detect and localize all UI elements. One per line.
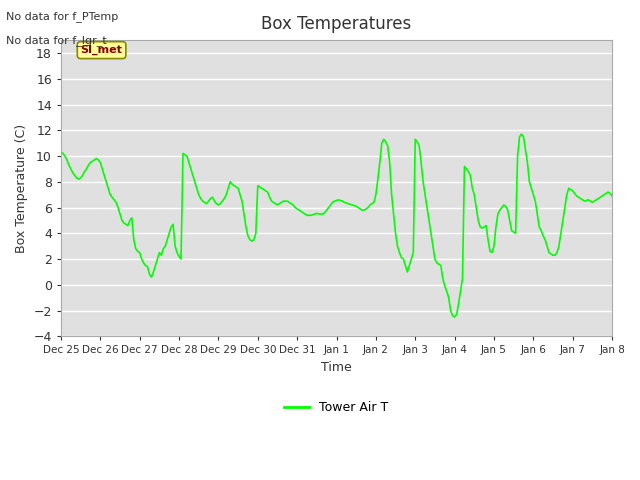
Text: No data for f_PTemp: No data for f_PTemp — [6, 11, 118, 22]
Title: Box Temperatures: Box Temperatures — [261, 15, 412, 33]
Text: No data for f_lgr_t: No data for f_lgr_t — [6, 35, 107, 46]
Legend: Tower Air T: Tower Air T — [280, 396, 394, 419]
Y-axis label: Box Temperature (C): Box Temperature (C) — [15, 124, 28, 253]
X-axis label: Time: Time — [321, 361, 352, 374]
Text: SI_met: SI_met — [81, 45, 122, 55]
